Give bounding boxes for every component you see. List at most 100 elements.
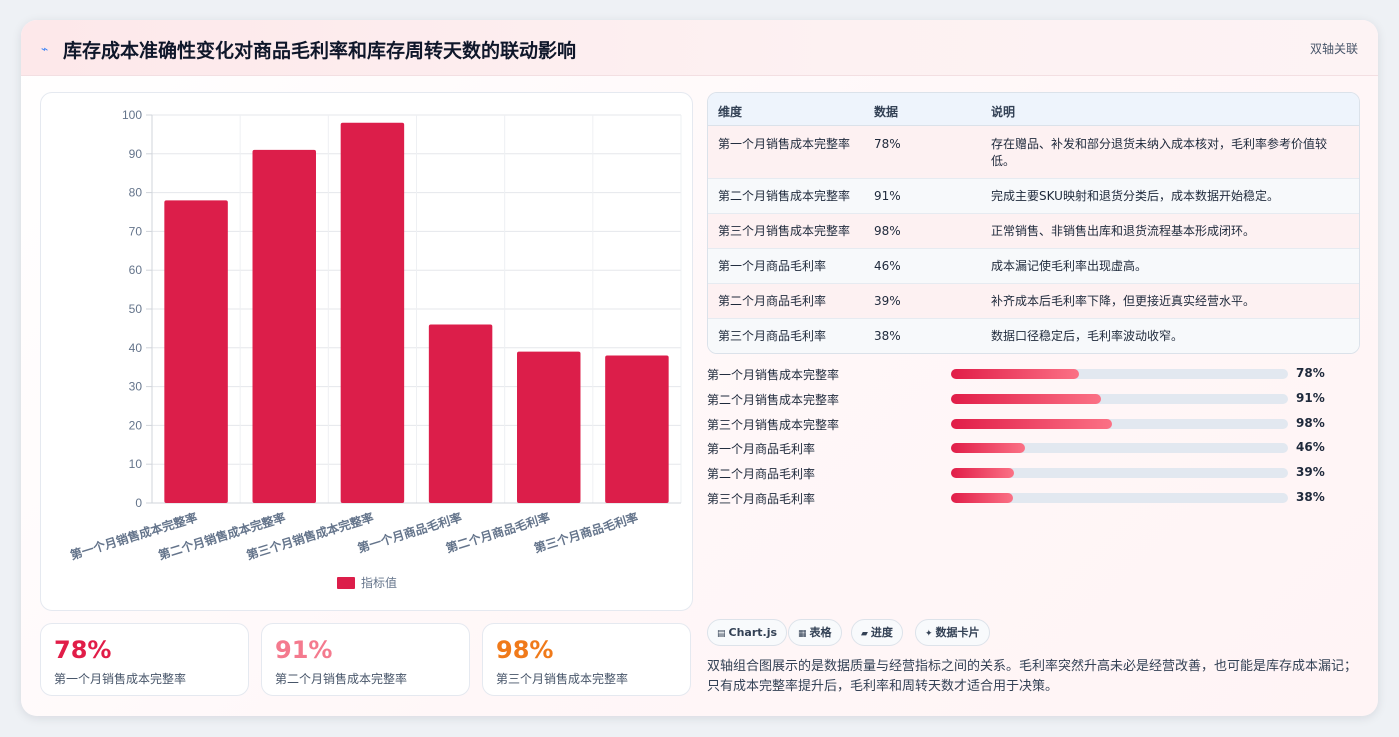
chip-label: 数据卡片 <box>935 626 980 639</box>
card-icon: ✦ <box>925 629 933 639</box>
cell-value: 78% <box>874 137 901 151</box>
chip-data-card[interactable]: ✦ 数据卡片 <box>915 619 990 646</box>
progress-fill <box>951 393 1101 404</box>
cell-dimension: 第一个月商品毛利率 <box>718 259 827 273</box>
progress-track <box>951 369 1288 379</box>
dashboard-card: ⌁ 库存成本准确性变化对商品毛利率和库存周转天数的联动影响 双轴关联 0 10 20… <box>21 20 1378 716</box>
chip-label: 表格 <box>809 626 832 639</box>
bar <box>428 324 493 503</box>
table-row: 第一个月销售成本完整率 78% 存在赠品、补发和部分退货未纳入成本核对，毛利率参… <box>708 126 1359 179</box>
progress-label: 第三个月销售成本完整率 <box>707 417 840 432</box>
chip-label: Chart.js <box>728 626 778 639</box>
y-tick-label: 0 <box>135 496 142 510</box>
cell-value: 46% <box>874 259 901 273</box>
progress-value: 39% <box>1296 465 1325 480</box>
progress-row: 第二个月商品毛利率 39% <box>707 463 1360 483</box>
progress-track <box>951 493 1288 503</box>
column-header-description: 说明 <box>991 105 1016 119</box>
table-icon: ▦ <box>798 629 807 639</box>
kpi-value: 98% <box>496 636 554 664</box>
y-tick-label: 30 <box>129 380 143 394</box>
cell-dimension: 第二个月商品毛利率 <box>718 294 827 308</box>
progress-value: 46% <box>1296 440 1325 455</box>
progress-row: 第一个月商品毛利率 46% <box>707 438 1360 458</box>
kpi-card-1: 78% 第一个月销售成本完整率 <box>40 623 249 696</box>
chip-chartjs[interactable]: ▤ Chart.js <box>707 619 788 646</box>
progress-value: 78% <box>1296 366 1325 380</box>
progress-fill <box>951 468 1015 479</box>
progress-track <box>951 393 1288 404</box>
cell-value: 91% <box>874 189 901 203</box>
tag-chips: ▤ Chart.js ▦ 表格 ▰ 进度 ✦ 数据卡片 <box>707 619 1360 647</box>
table-row: 第二个月商品毛利率 39% 补齐成本后毛利率下降，但更接近真实经营水平。 <box>708 284 1359 319</box>
kpi-value: 91% <box>275 636 333 664</box>
progress-value: 98% <box>1296 415 1325 430</box>
kpi-value: 78% <box>54 636 112 664</box>
progress-row: 第二个月销售成本完整率 91% <box>707 389 1360 409</box>
column-header-data: 数据 <box>874 105 899 119</box>
column-header-dimension: 维度 <box>718 105 743 119</box>
chart-icon: ▤ <box>717 629 726 639</box>
cell-description: 正常销售、非销售出库和退货流程基本形成闭环。 <box>991 224 1256 238</box>
progress-fill <box>951 418 1113 429</box>
cell-description: 补齐成本后毛利率下降，但更接近真实经营水平。 <box>991 294 1256 308</box>
chip-table[interactable]: ▦ 表格 <box>788 619 842 646</box>
legend-label: 指标值 <box>361 575 397 590</box>
cell-value: 38% <box>874 329 901 343</box>
table-row: 第一个月商品毛利率 46% 成本漏记使毛利率出现虚高。 <box>708 249 1359 284</box>
progress-track <box>951 418 1288 429</box>
y-tick-label: 40 <box>129 341 143 355</box>
progress-label: 第一个月商品毛利率 <box>707 442 816 457</box>
cell-value: 39% <box>874 294 901 308</box>
progress-row: 第三个月销售成本完整率 98% <box>707 414 1360 434</box>
progress-label: 第三个月商品毛利率 <box>707 492 816 506</box>
progress-row: 第一个月销售成本完整率 78% <box>707 364 1360 384</box>
y-tick-label: 10 <box>129 457 143 471</box>
progress-label: 第二个月商品毛利率 <box>707 467 816 482</box>
y-tick-label: 70 <box>129 224 143 238</box>
cell-description: 成本漏记使毛利率出现虚高。 <box>991 259 1148 273</box>
progress-icon: ▰ <box>861 629 868 639</box>
header: ⌁ 库存成本准确性变化对商品毛利率和库存周转天数的联动影响 双轴关联 <box>21 20 1378 76</box>
y-tick-label: 80 <box>129 186 143 200</box>
progress-track <box>951 443 1288 454</box>
kpi-label: 第三个月销售成本完整率 <box>496 672 629 686</box>
cell-description: 存在赠品、补发和部分退货未纳入成本核对，毛利率参考价值较低。 <box>991 137 1328 168</box>
y-tick-label: 60 <box>129 263 143 277</box>
bar-chart: 0 10 20 30 40 50 60 70 80 90 100 第一个月销售成本完整率 第二个月销售成… <box>40 92 693 611</box>
dual-axis-badge: 双轴关联 <box>1309 42 1358 56</box>
bar <box>605 355 669 503</box>
y-tick-label: 20 <box>129 418 143 432</box>
bar <box>164 200 228 504</box>
cell-description: 数据口径稳定后，毛利率波动收窄。 <box>991 329 1184 343</box>
bar <box>340 122 405 503</box>
chip-label: 进度 <box>870 626 893 639</box>
bar <box>517 351 581 503</box>
progress-track <box>951 468 1288 479</box>
kpi-card-3: 98% 第三个月销售成本完整率 <box>482 623 691 696</box>
table-row: 第三个月销售成本完整率 98% 正常销售、非销售出库和退货流程基本形成闭环。 <box>708 214 1359 249</box>
chip-progress[interactable]: ▰ 进度 <box>851 619 903 646</box>
page-title: 库存成本准确性变化对商品毛利率和库存周转天数的联动影响 <box>63 40 577 62</box>
kpi-card-2: 91% 第二个月销售成本完整率 <box>261 623 470 696</box>
cell-dimension: 第二个月销售成本完整率 <box>718 189 851 203</box>
progress-label: 第一个月销售成本完整率 <box>707 368 840 382</box>
cell-dimension: 第三个月商品毛利率 <box>718 329 827 343</box>
table-row: 第二个月销售成本完整率 91% 完成主要SKU映射和退货分类后，成本数据开始稳定… <box>708 179 1359 214</box>
progress-label: 第二个月销售成本完整率 <box>707 392 840 407</box>
kpi-label: 第一个月销售成本完整率 <box>54 672 187 686</box>
progress-row: 第三个月商品毛利率 38% <box>707 488 1360 508</box>
description-note: 双轴组合图展示的是数据质量与经营指标之间的关系。毛利率突然升高未必是经营改善，也… <box>707 659 1358 694</box>
cell-value: 98% <box>874 224 901 238</box>
progress-fill <box>951 369 1080 379</box>
progress-value: 91% <box>1296 390 1325 405</box>
kpi-label: 第二个月销售成本完整率 <box>275 672 408 686</box>
progress-fill <box>951 493 1013 503</box>
data-table: 维度 数据 说明 第一个月销售成本完整率 78% 存在赠品、补发和部分退货未纳入… <box>707 92 1360 354</box>
chart-line-icon: ⌁ <box>41 42 49 56</box>
progress-fill <box>951 443 1026 454</box>
progress-value: 38% <box>1296 490 1325 504</box>
y-tick-label: 90 <box>129 147 143 161</box>
bar <box>252 149 316 504</box>
y-tick-label: 100 <box>122 108 142 122</box>
